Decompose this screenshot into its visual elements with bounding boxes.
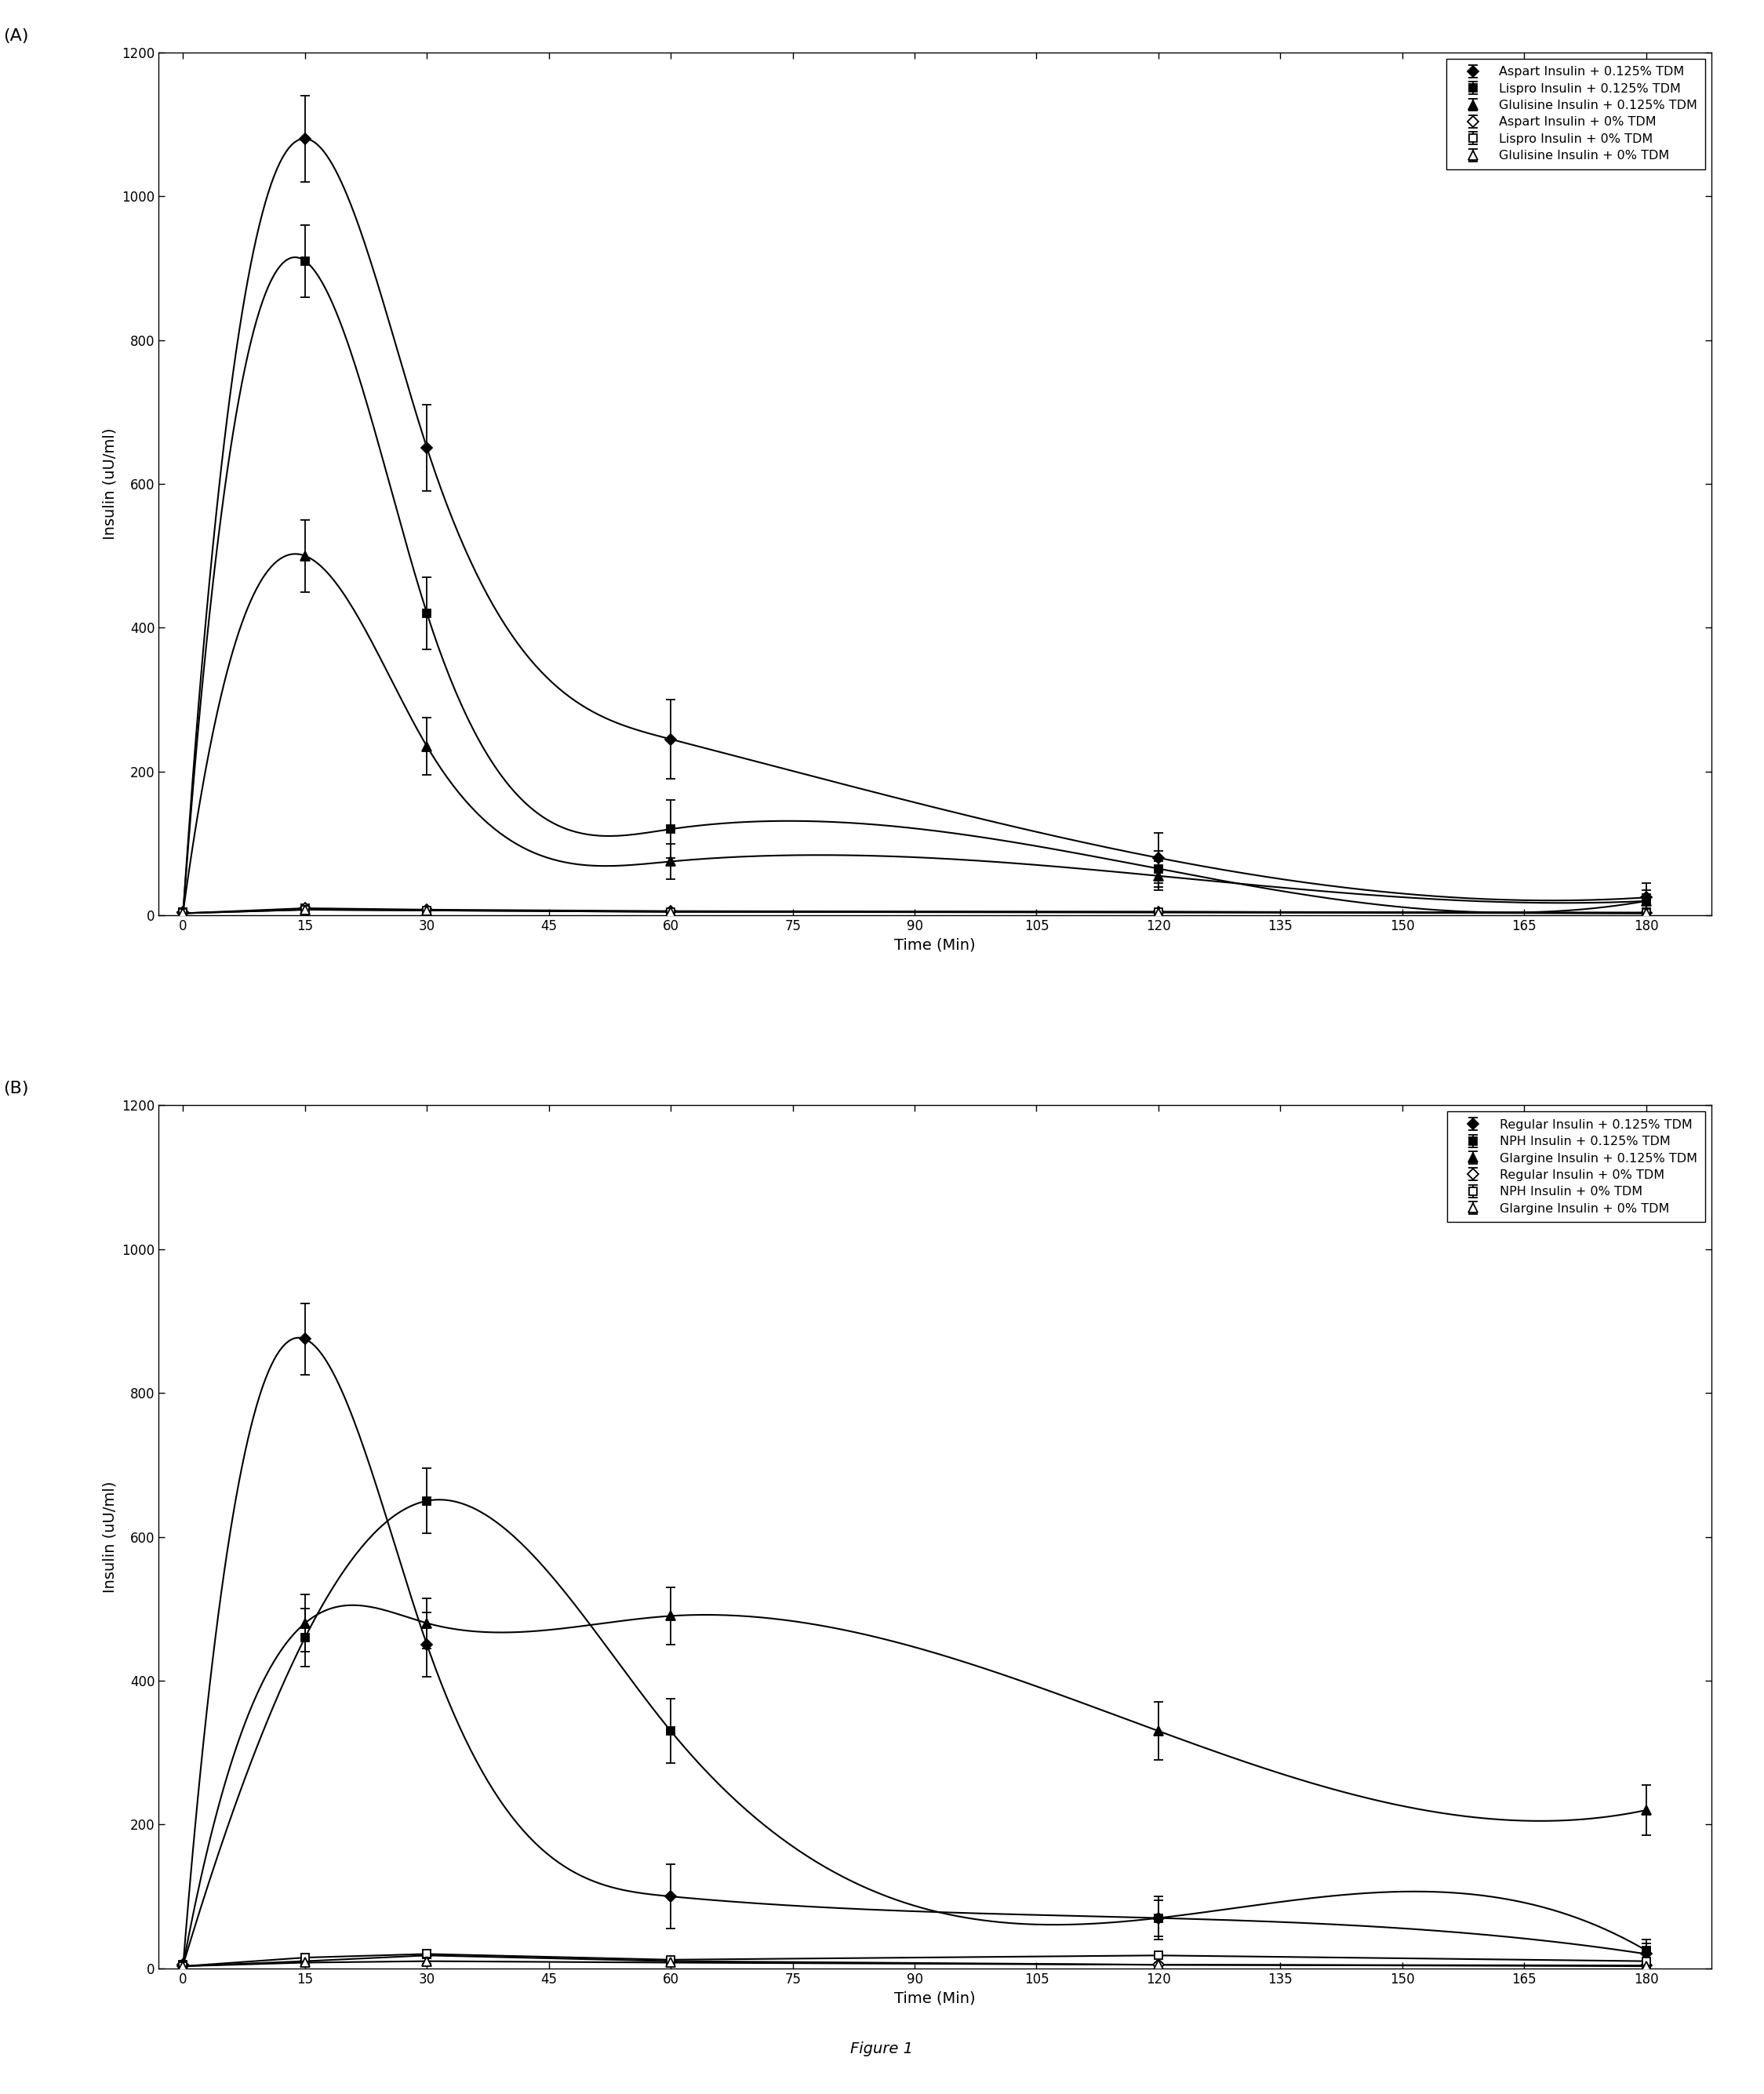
Text: Figure 1: Figure 1	[850, 2042, 914, 2056]
X-axis label: Time (Min): Time (Min)	[894, 1991, 975, 2006]
Legend: Regular Insulin + 0.125% TDM, NPH Insulin + 0.125% TDM, Glargine Insulin + 0.125: Regular Insulin + 0.125% TDM, NPH Insuli…	[1446, 1112, 1704, 1223]
Y-axis label: Insulin (uU/ml): Insulin (uU/ml)	[102, 427, 118, 540]
Legend: Aspart Insulin + 0.125% TDM, Lispro Insulin + 0.125% TDM, Glulisine Insulin + 0.: Aspart Insulin + 0.125% TDM, Lispro Insu…	[1446, 59, 1704, 170]
Y-axis label: Insulin (uU/ml): Insulin (uU/ml)	[102, 1480, 118, 1594]
X-axis label: Time (Min): Time (Min)	[894, 938, 975, 953]
Text: (A): (A)	[4, 27, 28, 44]
Text: (B): (B)	[4, 1081, 28, 1097]
